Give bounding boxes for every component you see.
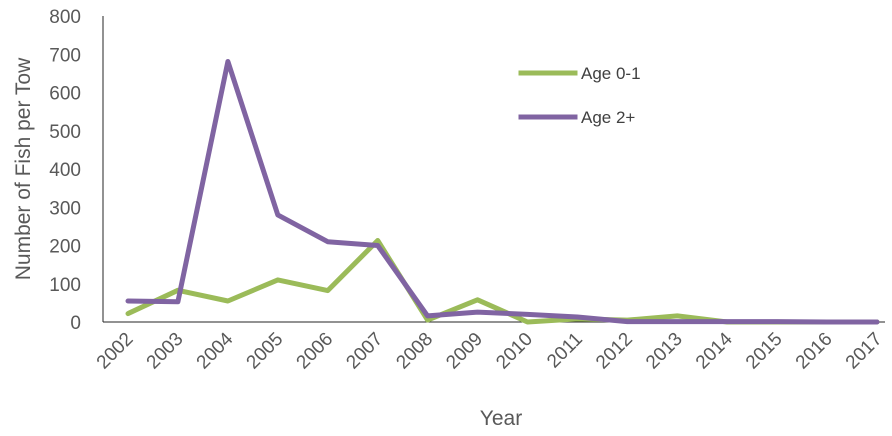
x-tick-label: 2016 — [792, 329, 837, 374]
x-tick-label: 2005 — [243, 329, 288, 374]
x-axis: 2002 2003 2004 2005 2006 2007 2008 2009 2010 2011… — [93, 321, 887, 373]
y-tick-labels: 0 100 200 300 400 500 600 700 800 — [49, 7, 81, 334]
y-tick-label: 800 — [49, 7, 81, 28]
x-tick-label: 2002 — [93, 329, 138, 374]
x-tick-label: 2017 — [842, 329, 887, 374]
legend: Age 0-1 Age 2+ — [518, 64, 641, 127]
x-tick-label: 2004 — [193, 328, 238, 373]
x-tick-label: 2007 — [342, 329, 387, 374]
y-tick-label: 0 — [70, 313, 81, 334]
x-axis-title: Year — [480, 407, 522, 430]
y-tick-label: 400 — [49, 160, 81, 181]
x-tick-labels: 2002 2003 2004 2005 2006 2007 2008 2009 2010 2011… — [93, 328, 887, 373]
y-tick-label: 300 — [49, 198, 81, 219]
x-tick-label: 2006 — [293, 329, 338, 374]
y-axis: 0 100 200 300 400 500 600 700 800 — [49, 7, 104, 334]
legend-item-age-2-plus: Age 2+ — [518, 108, 635, 127]
y-axis-title: Number of Fish per Tow — [12, 57, 35, 280]
x-tick-label: 2009 — [442, 329, 487, 374]
x-tick-label: 2010 — [492, 329, 537, 374]
x-tick-label: 2014 — [692, 328, 737, 373]
x-tick-label: 2008 — [392, 329, 437, 374]
legend-label-age-2-plus: Age 2+ — [581, 108, 635, 127]
y-tick-label: 600 — [49, 84, 81, 105]
series-line-age-2-plus — [125, 59, 880, 325]
legend-label-age-0-1: Age 0-1 — [581, 64, 641, 83]
series-lines — [125, 59, 880, 325]
y-tick-label: 100 — [49, 275, 81, 296]
x-tick-label: 2012 — [592, 329, 637, 374]
y-tick-label: 700 — [49, 45, 81, 66]
series-line-age-0-1 — [125, 238, 880, 325]
y-tick-label: 200 — [49, 237, 81, 258]
x-tick-label: 2003 — [143, 329, 188, 374]
x-tick-label: 2015 — [742, 329, 787, 374]
x-tick-label: 2011 — [543, 329, 587, 373]
x-tick-label: 2013 — [642, 329, 687, 374]
legend-item-age-0-1: Age 0-1 — [518, 64, 641, 83]
y-tick-label: 500 — [49, 122, 81, 143]
